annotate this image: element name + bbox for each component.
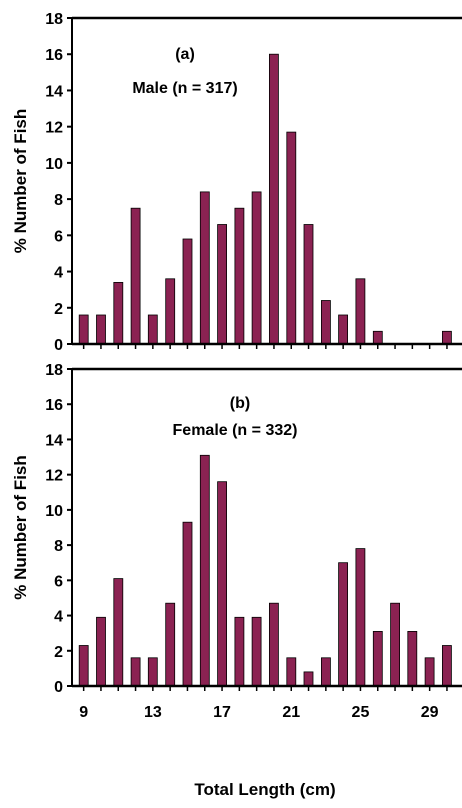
- bar-female-24: [338, 562, 349, 687]
- y-tick-label-female-0: 0: [54, 679, 63, 696]
- chart-panel-female: 0 2 4 6 8 10 12 14 16 18 9 13 17 21 25 29 (b) Female (n =…: [11, 362, 462, 721]
- bar-male-26: [372, 330, 383, 345]
- bar-male-24: [338, 314, 349, 345]
- y-tick-label-female-16: 16: [45, 397, 63, 414]
- x-tick-label-29: 29: [421, 704, 439, 721]
- bar-female-12: [130, 657, 141, 687]
- bar-female-29: [424, 657, 435, 687]
- y-tick-label-female-6: 6: [54, 573, 63, 590]
- bar-male-11: [113, 281, 124, 345]
- y-tick-label-female-10: 10: [45, 503, 63, 520]
- bar-female-22: [303, 671, 314, 687]
- bar-female-25: [355, 548, 366, 687]
- y-tick-label-male-12: 12: [45, 120, 63, 137]
- x-axis-title: Total Length (cm): [194, 780, 335, 799]
- y-tick-label-male-14: 14: [45, 83, 63, 100]
- panel-label-male: (a): [175, 46, 195, 63]
- y-axis-title-female: % Number of Fish: [11, 455, 30, 600]
- y-axis-title-male: % Number of Fish: [11, 109, 30, 254]
- bar-female-15: [182, 521, 193, 687]
- bar-female-11: [113, 578, 124, 687]
- bar-male-23: [320, 300, 331, 345]
- bar-male-25: [355, 278, 366, 345]
- x-tick-label-21: 21: [282, 704, 300, 721]
- x-tick-label-25: 25: [352, 704, 370, 721]
- bar-female-23: [320, 657, 331, 687]
- bar-male-20: [268, 53, 279, 345]
- panel-subtitle-female: Female (n = 332): [173, 422, 298, 439]
- bar-male-14: [165, 278, 176, 345]
- bar-male-15: [182, 238, 193, 345]
- bar-female-27: [390, 602, 401, 687]
- bar-male-10: [96, 314, 106, 345]
- y-tick-label-female-14: 14: [45, 432, 63, 449]
- bar-male-21: [286, 131, 297, 345]
- x-tick-label-9: 9: [79, 704, 88, 721]
- panel-subtitle-male: Male (n = 317): [132, 80, 237, 97]
- bar-male-17: [217, 224, 228, 345]
- chart-panel-male: 0 2 4 6 8 10 12 14 16 18 (a) Male (n = 317) % Number…: [11, 11, 462, 354]
- bar-female-21: [286, 657, 297, 687]
- bar-female-18: [234, 616, 245, 687]
- bar-male-22: [303, 224, 314, 345]
- bar-male-16: [199, 191, 210, 345]
- y-tick-label-male-0: 0: [54, 337, 63, 354]
- x-tick-label-13: 13: [144, 704, 162, 721]
- y-tick-label-male-16: 16: [45, 47, 63, 64]
- bar-female-19: [251, 616, 262, 687]
- y-tick-label-male-8: 8: [54, 192, 63, 209]
- y-tick-label-male-4: 4: [54, 265, 63, 282]
- bar-male-19: [251, 191, 262, 345]
- y-tick-label-male-10: 10: [45, 156, 63, 173]
- bar-female-26: [372, 631, 383, 687]
- y-tick-label-female-2: 2: [54, 644, 63, 661]
- bar-male-13: [147, 314, 158, 345]
- bar-male-18: [234, 207, 245, 345]
- y-tick-label-female-12: 12: [45, 468, 63, 485]
- y-tick-label-female-18: 18: [45, 362, 63, 379]
- bar-female-28: [407, 631, 418, 687]
- x-tick-label-17: 17: [213, 704, 231, 721]
- bar-female-14: [165, 602, 176, 687]
- bar-female-20: [268, 602, 279, 687]
- y-tick-label-male-2: 2: [54, 301, 63, 318]
- y-tick-label-female-4: 4: [54, 609, 63, 626]
- bar-female-13: [147, 657, 158, 687]
- y-tick-label-male-6: 6: [54, 228, 63, 245]
- bar-female-9: [78, 645, 89, 687]
- bar-female-17: [217, 481, 228, 687]
- panel-label-female: (b): [230, 395, 250, 412]
- bar-male-12: [130, 207, 141, 345]
- bar-male-9: [78, 314, 89, 345]
- bar-female-10: [96, 616, 106, 687]
- bar-female-16: [199, 454, 210, 687]
- bar-male-30: [441, 330, 452, 345]
- y-tick-label-female-8: 8: [54, 538, 63, 555]
- bar-female-30: [441, 645, 452, 687]
- y-tick-label-male-18: 18: [45, 11, 63, 28]
